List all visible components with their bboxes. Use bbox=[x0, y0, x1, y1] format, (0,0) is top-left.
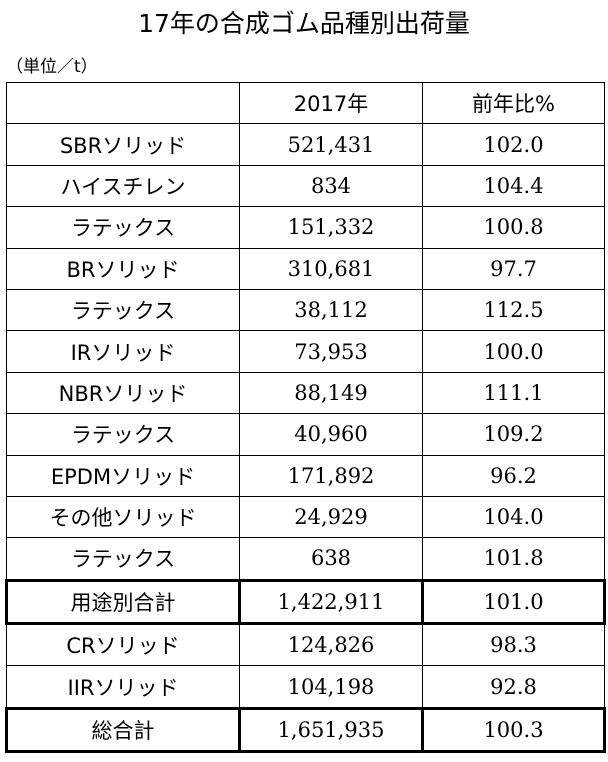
header-cell-year: 2017年 bbox=[239, 81, 423, 125]
table-row: CRソリッド 124,826 98.3 bbox=[6, 623, 605, 667]
row-label: ラテックス bbox=[6, 206, 240, 249]
row-ratio: 92.8 bbox=[422, 665, 605, 709]
row-label: IRソリッド bbox=[6, 330, 240, 373]
row-quantity: 40,960 bbox=[239, 413, 423, 456]
row-ratio: 109.2 bbox=[422, 413, 605, 456]
row-quantity: 88,149 bbox=[239, 371, 423, 415]
row-quantity: 171,892 bbox=[239, 454, 423, 497]
row-ratio: 104.4 bbox=[422, 164, 605, 208]
header-cell-ratio: 前年比% bbox=[422, 81, 605, 125]
row-label: ハイスチレン bbox=[6, 164, 240, 208]
shipment-table: 2017年 前年比% SBRソリッド 521,431 102.0 ハイスチレン … bbox=[5, 81, 606, 754]
row-label: 用途別合計 bbox=[5, 578, 241, 626]
row-quantity: 151,332 bbox=[239, 206, 423, 249]
row-label: 総合計 bbox=[5, 706, 241, 754]
row-label: IIRソリッド bbox=[6, 665, 240, 709]
grand-total-row: 総合計 1,651,935 100.3 bbox=[5, 706, 606, 754]
subtotal-row: 用途別合計 1,422,911 101.0 bbox=[5, 578, 606, 626]
table-row: その他ソリッド 24,929 104.0 bbox=[6, 495, 605, 539]
row-ratio: 100.3 bbox=[421, 706, 606, 754]
row-label: ラテックス bbox=[6, 288, 240, 332]
row-ratio: 96.2 bbox=[422, 454, 605, 497]
table-row: BRソリッド 310,681 97.7 bbox=[6, 247, 605, 290]
row-label: BRソリッド bbox=[6, 247, 240, 290]
row-label: SBRソリッド bbox=[6, 123, 240, 166]
table-row: IIRソリッド 104,198 92.8 bbox=[6, 665, 605, 709]
table-row: NBRソリッド 88,149 111.1 bbox=[6, 371, 605, 415]
row-quantity: 124,826 bbox=[239, 623, 423, 667]
table-row: ハイスチレン 834 104.4 bbox=[6, 164, 605, 208]
table-row: EPDMソリッド 171,892 96.2 bbox=[6, 454, 605, 497]
row-ratio: 100.8 bbox=[422, 206, 605, 249]
row-label: ラテックス bbox=[6, 413, 240, 456]
row-quantity: 521,431 bbox=[239, 123, 423, 166]
table-row: ラテックス 151,332 100.8 bbox=[6, 206, 605, 249]
row-ratio: 112.5 bbox=[422, 288, 605, 332]
row-ratio: 98.3 bbox=[422, 623, 605, 667]
header-cell-blank bbox=[6, 81, 240, 125]
table-row: SBRソリッド 521,431 102.0 bbox=[6, 123, 605, 166]
row-quantity: 1,422,911 bbox=[238, 578, 424, 626]
row-quantity: 834 bbox=[239, 164, 423, 208]
row-quantity: 310,681 bbox=[239, 247, 423, 290]
unit-note: （単位／t） bbox=[6, 57, 98, 77]
row-ratio: 101.0 bbox=[421, 578, 606, 626]
row-label: その他ソリッド bbox=[6, 495, 240, 539]
row-quantity: 24,929 bbox=[239, 495, 423, 539]
row-ratio: 111.1 bbox=[422, 371, 605, 415]
row-quantity: 104,198 bbox=[239, 665, 423, 709]
page-title: 17年の合成ゴム品種別出荷量 bbox=[138, 9, 470, 38]
row-ratio: 104.0 bbox=[422, 495, 605, 539]
table-row: ラテックス 638 101.8 bbox=[6, 537, 605, 581]
row-quantity: 638 bbox=[239, 537, 423, 581]
row-ratio: 102.0 bbox=[422, 123, 605, 166]
row-label: ラテックス bbox=[6, 537, 240, 581]
row-ratio: 97.7 bbox=[422, 247, 605, 290]
row-label: CRソリッド bbox=[6, 623, 240, 667]
row-ratio: 101.8 bbox=[422, 537, 605, 581]
table-row: ラテックス 40,960 109.2 bbox=[6, 413, 605, 456]
row-quantity: 1,651,935 bbox=[238, 706, 424, 754]
table-row: ラテックス 38,112 112.5 bbox=[6, 288, 605, 332]
row-label: NBRソリッド bbox=[6, 371, 240, 415]
table-header-row: 2017年 前年比% bbox=[6, 81, 605, 125]
row-label: EPDMソリッド bbox=[6, 454, 240, 497]
row-quantity: 73,953 bbox=[239, 330, 423, 373]
table-row: IRソリッド 73,953 100.0 bbox=[6, 330, 605, 373]
row-quantity: 38,112 bbox=[239, 288, 423, 332]
row-ratio: 100.0 bbox=[422, 330, 605, 373]
